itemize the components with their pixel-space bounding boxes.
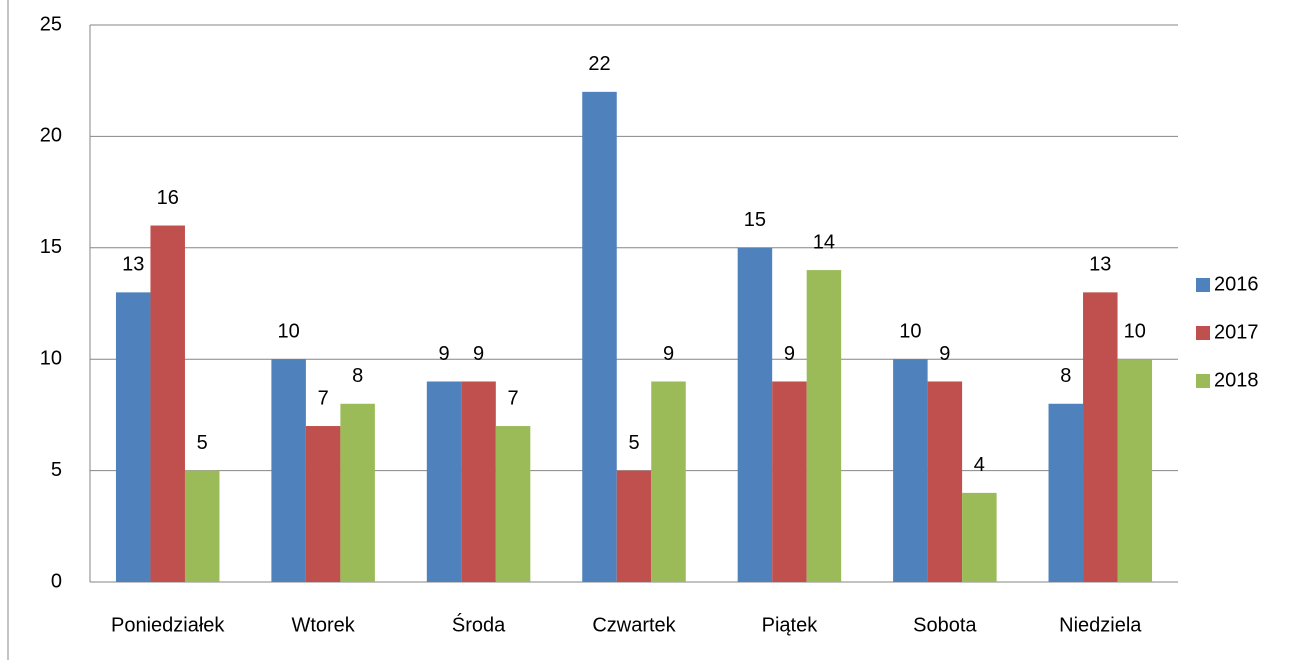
bar — [1048, 403, 1084, 582]
bar — [1117, 359, 1153, 582]
bar — [737, 247, 773, 583]
data-label: 7 — [318, 387, 329, 409]
x-tick-label: Wtorek — [291, 614, 355, 636]
bar — [340, 403, 375, 582]
legend-swatch — [1196, 374, 1210, 388]
data-label: 5 — [628, 432, 639, 454]
bar — [426, 381, 462, 582]
data-label: 9 — [939, 343, 950, 365]
bar — [115, 292, 151, 582]
y-tick-label: 25 — [40, 13, 62, 35]
y-tick-label: 15 — [40, 236, 62, 258]
data-label: 14 — [813, 231, 835, 253]
bar — [582, 91, 617, 582]
bar — [651, 381, 686, 582]
data-label: 9 — [439, 343, 450, 365]
bar — [495, 426, 531, 582]
legend-swatch — [1196, 278, 1210, 292]
data-label: 13 — [122, 254, 144, 276]
data-label: 9 — [663, 343, 674, 365]
bar — [962, 492, 997, 582]
x-tick-label: Czwartek — [592, 614, 676, 636]
data-label: 10 — [899, 320, 921, 342]
bar — [616, 470, 652, 582]
x-tick-label: Poniedziałek — [111, 614, 225, 636]
data-label: 22 — [588, 53, 610, 75]
y-tick-label: 10 — [40, 347, 62, 369]
x-tick-label: Środa — [452, 612, 506, 636]
legend-label: 2017 — [1214, 321, 1259, 343]
bar — [1083, 292, 1118, 582]
legend-label: 2018 — [1214, 369, 1259, 391]
bar — [927, 381, 963, 582]
x-tick-label: Sobota — [913, 614, 977, 636]
y-tick-label: 5 — [51, 459, 62, 481]
bar — [150, 225, 185, 582]
y-tick-label: 0 — [51, 570, 62, 592]
data-label: 8 — [1060, 365, 1071, 387]
data-label: 16 — [157, 187, 179, 209]
legend-label: 2016 — [1214, 273, 1259, 295]
bar — [806, 270, 842, 582]
bar — [893, 359, 928, 582]
bar — [184, 470, 220, 582]
bar — [305, 426, 341, 582]
x-tick-label: Niedziela — [1059, 614, 1142, 636]
legend-swatch — [1196, 326, 1210, 340]
data-label: 4 — [974, 454, 985, 476]
data-label: 10 — [278, 320, 300, 342]
data-label: 9 — [473, 343, 484, 365]
data-label: 9 — [784, 343, 795, 365]
bar — [772, 381, 807, 582]
data-label: 15 — [744, 209, 766, 231]
data-label: 10 — [1124, 320, 1146, 342]
data-label: 7 — [508, 387, 519, 409]
data-label: 13 — [1089, 254, 1111, 276]
bar — [461, 381, 496, 582]
bar — [271, 359, 306, 582]
x-tick-label: Piątek — [762, 614, 819, 636]
data-label: 5 — [197, 432, 208, 454]
data-label: 8 — [352, 365, 363, 387]
y-tick-label: 20 — [40, 125, 62, 147]
